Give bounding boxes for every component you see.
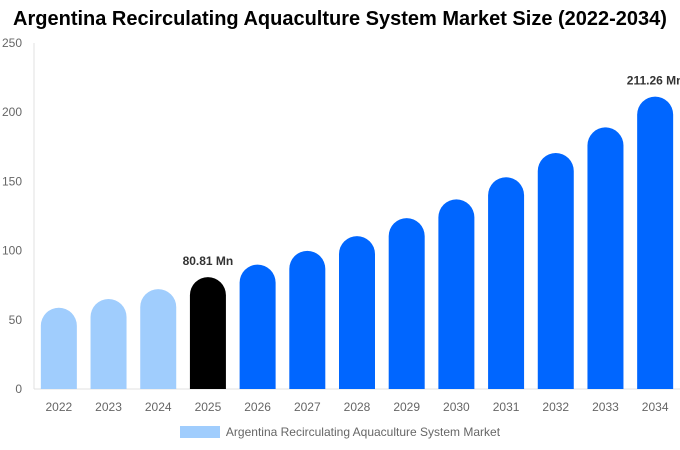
x-tick-label: 2033	[592, 400, 619, 414]
x-tick-label: 2034	[642, 400, 669, 414]
x-tick-label: 2028	[344, 400, 371, 414]
legend-label: Argentina Recirculating Aquaculture Syst…	[225, 425, 501, 439]
y-tick-label: 200	[2, 105, 22, 119]
x-tick-label: 2027	[294, 400, 321, 414]
x-tick-label: 2029	[393, 400, 420, 414]
x-tick-label: 2031	[493, 400, 520, 414]
bar-2025	[189, 277, 226, 389]
y-tick-label: 50	[9, 313, 23, 327]
bar-2027	[289, 250, 326, 389]
data-label: 80.81 Mn	[183, 254, 234, 268]
bar-2028	[339, 236, 375, 389]
bar-2034	[637, 96, 674, 390]
chart-title: Argentina Recirculating Aquaculture Syst…	[13, 8, 667, 30]
y-tick-label: 0	[15, 382, 22, 396]
bar-2029	[388, 218, 425, 389]
bar-2026	[239, 264, 276, 389]
x-tick-label: 2022	[45, 400, 72, 414]
x-tick-label: 2023	[95, 400, 122, 414]
bar-2033	[587, 127, 624, 389]
x-tick-label: 2025	[195, 400, 222, 414]
bar-2030	[438, 199, 475, 389]
y-tick-label: 100	[2, 244, 22, 258]
x-tick-label: 2026	[244, 400, 271, 414]
x-tick-label: 2024	[145, 400, 172, 414]
bar-2032	[537, 153, 574, 389]
bar-2022	[40, 307, 77, 389]
y-tick-label: 250	[2, 36, 22, 50]
data-label: 211.26 Mn	[627, 74, 680, 88]
bar-2023	[90, 299, 127, 389]
bar-2024	[140, 289, 177, 389]
x-tick-label: 2030	[443, 400, 470, 414]
bar-2031	[488, 177, 525, 389]
legend: Argentina Recirculating Aquaculture Syst…	[0, 425, 680, 439]
x-tick-label: 2032	[542, 400, 569, 414]
legend-swatch	[179, 426, 220, 438]
y-tick-label: 150	[2, 174, 22, 188]
